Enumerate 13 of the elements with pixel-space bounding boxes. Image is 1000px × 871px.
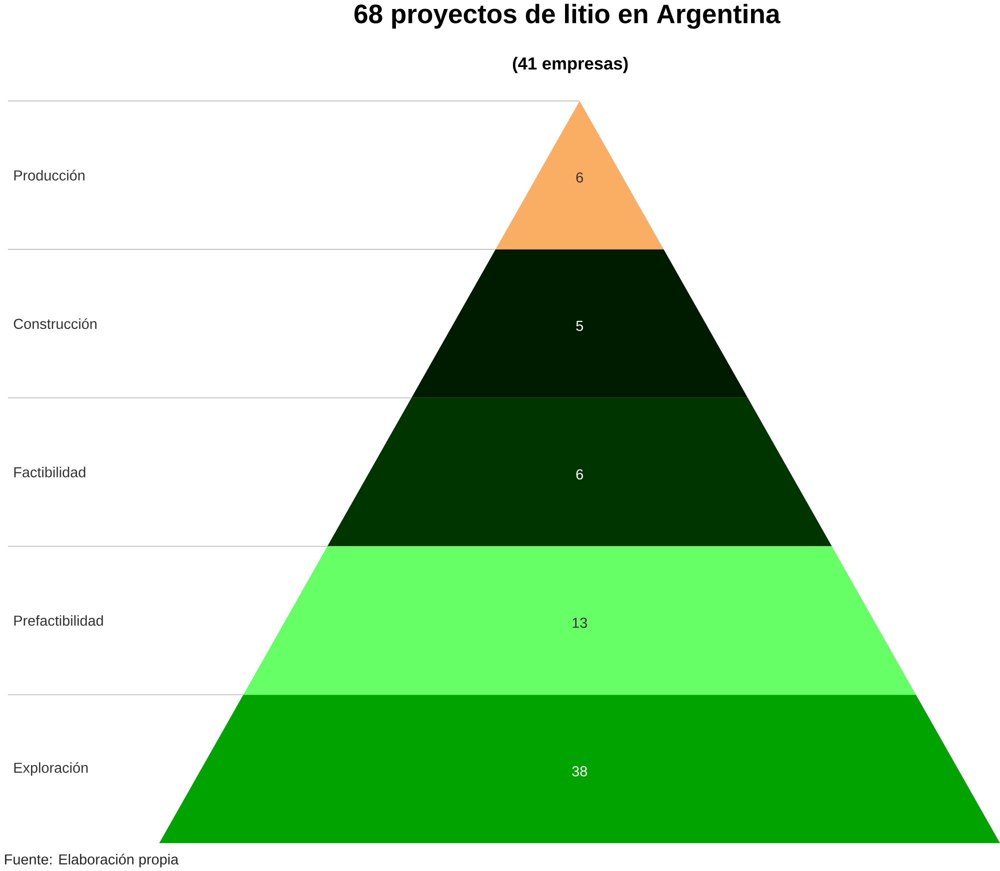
category-label: Exploración: [14, 762, 88, 776]
category-label: Factibilidad: [14, 466, 86, 478]
data-label: 6: [576, 469, 583, 480]
data-label: 6: [576, 172, 583, 182]
category-label: Prefactibilidad: [14, 615, 103, 626]
category-label: Construcción: [14, 318, 96, 329]
data-label: 5: [576, 320, 584, 331]
text: 68 proyectos de litio en Argentina: [354, 4, 780, 29]
category-label: Producción: [14, 170, 84, 180]
data-label: 13: [572, 618, 588, 628]
text: (41 empresas): [512, 56, 628, 73]
data-label: 38: [572, 766, 588, 776]
source-note: Fuente: Elaboración propia: [5, 854, 179, 868]
